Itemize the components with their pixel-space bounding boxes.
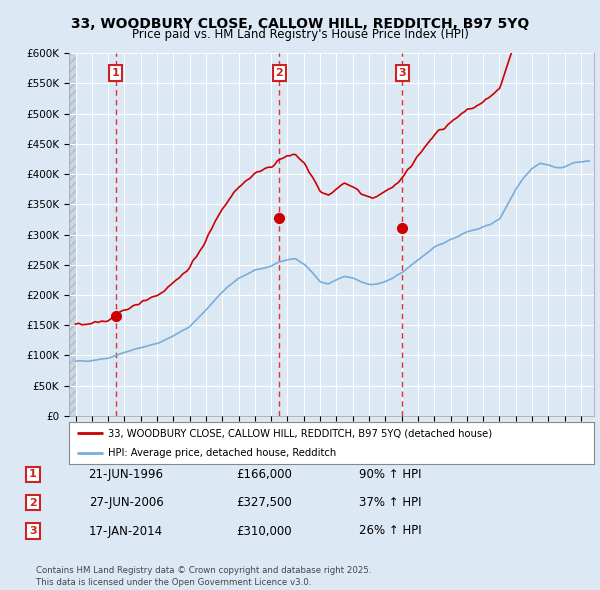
Text: 21-JUN-1996: 21-JUN-1996 bbox=[89, 468, 163, 481]
Text: 33, WOODBURY CLOSE, CALLOW HILL, REDDITCH, B97 5YQ: 33, WOODBURY CLOSE, CALLOW HILL, REDDITC… bbox=[71, 17, 529, 31]
Text: HPI: Average price, detached house, Redditch: HPI: Average price, detached house, Redd… bbox=[109, 448, 337, 458]
Text: 2: 2 bbox=[275, 68, 283, 78]
Text: Contains HM Land Registry data © Crown copyright and database right 2025.
This d: Contains HM Land Registry data © Crown c… bbox=[36, 566, 371, 587]
Text: £327,500: £327,500 bbox=[236, 496, 292, 509]
Bar bbox=[69, 53, 76, 416]
Text: 3: 3 bbox=[29, 526, 37, 536]
Text: 3: 3 bbox=[398, 68, 406, 78]
Text: 37% ↑ HPI: 37% ↑ HPI bbox=[359, 496, 421, 509]
Text: 1: 1 bbox=[29, 470, 37, 479]
Text: 27-JUN-2006: 27-JUN-2006 bbox=[89, 496, 163, 509]
Text: Price paid vs. HM Land Registry's House Price Index (HPI): Price paid vs. HM Land Registry's House … bbox=[131, 28, 469, 41]
Text: 17-JAN-2014: 17-JAN-2014 bbox=[89, 525, 163, 537]
Text: £310,000: £310,000 bbox=[236, 525, 292, 537]
Text: 90% ↑ HPI: 90% ↑ HPI bbox=[359, 468, 421, 481]
Text: 1: 1 bbox=[112, 68, 119, 78]
Text: 26% ↑ HPI: 26% ↑ HPI bbox=[359, 525, 421, 537]
Text: £166,000: £166,000 bbox=[236, 468, 292, 481]
Text: 2: 2 bbox=[29, 498, 37, 507]
Text: 33, WOODBURY CLOSE, CALLOW HILL, REDDITCH, B97 5YQ (detached house): 33, WOODBURY CLOSE, CALLOW HILL, REDDITC… bbox=[109, 428, 493, 438]
